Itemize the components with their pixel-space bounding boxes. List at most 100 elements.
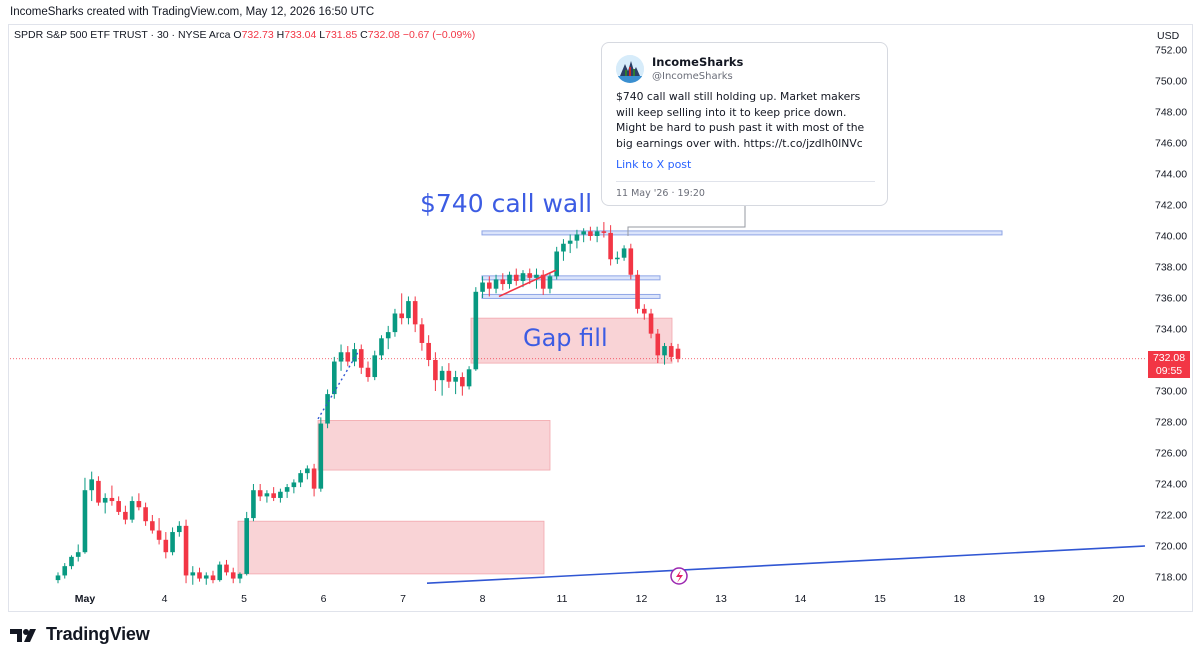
candle-body — [332, 361, 337, 395]
candle-body — [419, 324, 425, 343]
candle-body — [520, 273, 526, 281]
candle-body — [439, 370, 445, 381]
candle-body — [217, 564, 223, 581]
y-tick-label: 720.00 — [1155, 541, 1187, 553]
candle-body — [338, 352, 344, 362]
candle-body — [621, 248, 627, 258]
tradingview-logo-icon — [10, 628, 36, 642]
candle-body — [365, 367, 371, 378]
x-tick-label: 19 — [1033, 593, 1045, 605]
y-tick-label: 730.00 — [1155, 386, 1187, 398]
candle-body — [298, 473, 303, 483]
candle-body — [264, 493, 270, 497]
candle-body — [75, 552, 81, 557]
tradingview-logo[interactable]: TradingView — [10, 624, 150, 645]
wedge-trendline — [498, 269, 557, 298]
shark-avatar-icon — [616, 55, 644, 83]
level-call-wall — [481, 230, 1003, 236]
candle-body — [426, 342, 431, 360]
candle-body — [123, 511, 128, 520]
y-tick-label: 746.00 — [1155, 138, 1187, 150]
candle-body — [150, 521, 155, 531]
y-tick-label: 752.00 — [1155, 45, 1187, 57]
y-tick-label: 738.00 — [1155, 262, 1187, 274]
candle-body — [412, 301, 418, 325]
candle-body — [493, 279, 499, 289]
candle-body — [487, 282, 492, 289]
legend-close: 732.08 — [367, 29, 400, 41]
candle-body — [372, 355, 378, 378]
tweet-date: 11 May '26 · 19:20 — [616, 188, 705, 199]
candle-body — [662, 346, 667, 356]
candle-body — [318, 423, 324, 489]
candle-body — [210, 575, 216, 581]
candle-body — [466, 369, 472, 387]
tradingview-brand: TradingView — [46, 624, 150, 644]
legend-high-label: H — [276, 29, 285, 41]
candle-body — [156, 530, 162, 540]
gap-fill-label: Gap fill — [523, 324, 608, 352]
y-tick-label: 734.00 — [1155, 324, 1187, 336]
x-tick-label: 4 — [162, 593, 168, 605]
call-wall-label: $740 call wall — [420, 189, 593, 218]
x-tick-label: 20 — [1113, 593, 1125, 605]
candle-body — [567, 240, 573, 244]
candle-body — [460, 377, 465, 387]
candle-body — [392, 313, 398, 333]
y-tick-label: 728.00 — [1155, 417, 1187, 429]
x-tick-label: 14 — [795, 593, 807, 605]
x-post-link[interactable]: Link to X post — [616, 158, 692, 171]
y-tick-label: 742.00 — [1155, 200, 1187, 212]
candle-body — [244, 518, 249, 574]
candle-body — [399, 313, 404, 319]
symbol-name: SPDR S&P 500 ETF TRUST · 30 · NYSE Arca — [14, 29, 231, 41]
candle-body — [379, 338, 384, 356]
tweet-connector-line — [627, 206, 746, 236]
candle-body — [615, 257, 620, 260]
tweet-text: $740 call wall still holding up. Market … — [616, 90, 865, 150]
legend-low-label: L — [319, 29, 326, 41]
symbol-legend: SPDR S&P 500 ETF TRUST · 30 · NYSE Arca … — [14, 29, 475, 41]
level-level-737 — [481, 275, 661, 281]
zone-gap-fill — [470, 317, 673, 364]
legend-close-label: C — [360, 29, 368, 41]
candle-body — [311, 468, 317, 489]
candle-body — [284, 487, 290, 492]
candle-body — [406, 301, 411, 319]
y-tick-label: 748.00 — [1155, 107, 1187, 119]
candle-body — [251, 490, 256, 519]
candle-body — [574, 234, 580, 241]
candle-body — [675, 348, 681, 359]
support-trendline — [426, 545, 1146, 584]
y-tick-label: 744.00 — [1155, 169, 1187, 181]
currency-label[interactable]: USD — [1157, 30, 1180, 42]
candle-body — [170, 532, 175, 553]
candle-body — [668, 346, 674, 357]
last-price-value: 732.08 — [1152, 352, 1186, 364]
x-tick-label: May — [75, 593, 96, 605]
chart-attribution: IncomeSharks created with TradingView.co… — [10, 6, 375, 18]
x-tick-label: 15 — [874, 593, 886, 605]
level-level-736 — [481, 293, 661, 299]
candle-body — [197, 572, 202, 579]
candle-body — [628, 248, 634, 275]
candle-body — [480, 282, 485, 292]
candle-body — [143, 507, 148, 522]
candle-body — [177, 525, 182, 533]
candle-body — [109, 497, 115, 502]
candle-body — [655, 333, 661, 356]
tweet-divider — [616, 181, 875, 182]
x-tick-label: 12 — [636, 593, 648, 605]
candle-body — [453, 377, 458, 382]
candle-body — [527, 273, 533, 278]
tweet-card[interactable]: IncomeSharks @IncomeSharks $740 call wal… — [601, 42, 888, 206]
candle-body — [271, 493, 276, 498]
candle-body — [547, 276, 553, 289]
candle-body — [82, 490, 88, 553]
candle-body — [183, 525, 189, 576]
tweet-author-name: IncomeSharks — [652, 55, 744, 69]
x-tick-label: 8 — [480, 593, 486, 605]
legend-low: 731.85 — [325, 29, 358, 41]
candle-body — [594, 231, 600, 236]
